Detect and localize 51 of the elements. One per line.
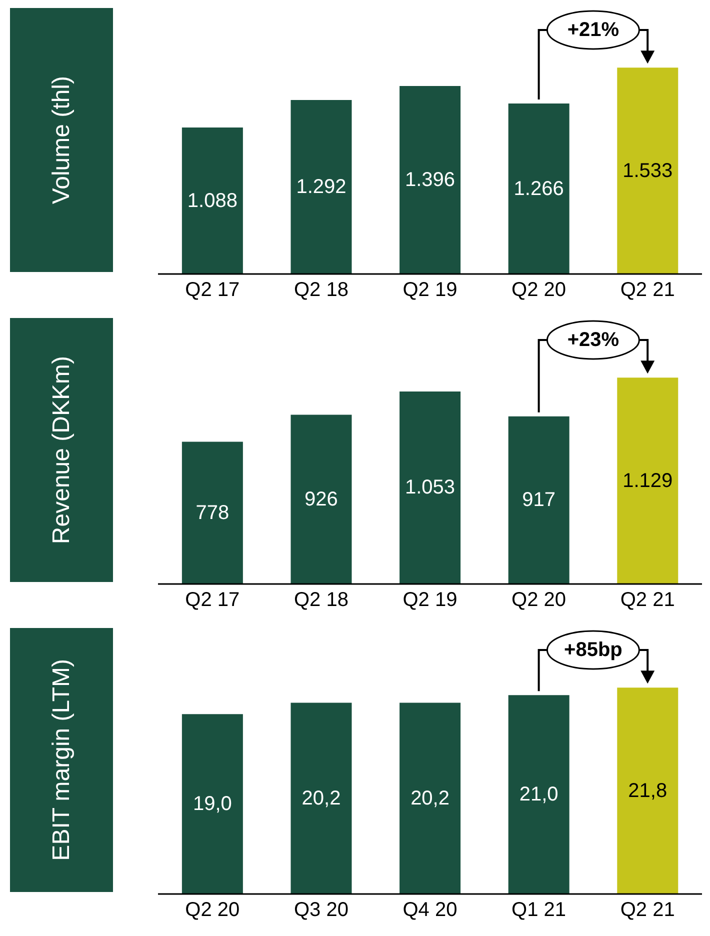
x-tick-label: Q2 17 [185, 589, 240, 612]
data-label: 917 [522, 489, 556, 512]
data-label: 1.266 [514, 178, 564, 200]
data-label: 20,2 [410, 787, 450, 810]
bar [182, 128, 243, 274]
text: +23% [567, 329, 620, 351]
text: +21% [567, 19, 620, 41]
data-label: 21,0 [519, 784, 558, 806]
bar [290, 414, 352, 584]
bar [182, 442, 243, 584]
data-label: 1.129 [622, 470, 673, 492]
data-label: 1.292 [296, 176, 346, 198]
bar [400, 391, 461, 584]
y-axis-title: EBIT margin (LTM) [48, 659, 76, 861]
bar [617, 68, 678, 274]
x-tick-label: Q2 19 [402, 279, 458, 302]
data-label: 19,0 [192, 793, 232, 816]
data-label: 926 [304, 488, 338, 510]
x-tick-label: Q2 18 [294, 589, 348, 612]
x-tick-label: Q3 20 [294, 899, 348, 922]
bar [508, 104, 570, 274]
data-label: 1.396 [405, 169, 456, 192]
bar [508, 416, 570, 584]
bar [400, 702, 461, 894]
data-label: 778 [196, 502, 230, 524]
x-tick-label: Q2 20 [512, 279, 566, 302]
x-tick-label: Q2 17 [185, 279, 240, 302]
x-tick-label: Q2 20 [512, 589, 566, 612]
bar [290, 100, 352, 274]
bar [400, 86, 461, 274]
x-tick-label: Q4 20 [402, 899, 458, 922]
y-axis-title: Revenue (DKKm) [48, 356, 76, 544]
data-label: 1.053 [405, 476, 456, 499]
y-axis-title: Volume (thl) [48, 76, 76, 204]
text: +85bp [564, 639, 622, 661]
x-tick-label: Q2 21 [620, 279, 675, 302]
bar [617, 688, 678, 894]
bar [617, 378, 678, 584]
data-label: 21,8 [628, 780, 668, 802]
bar [182, 714, 243, 894]
x-tick-label: Q2 20 [185, 899, 240, 922]
data-label: 20,2 [302, 787, 341, 810]
data-label: 1.088 [187, 190, 238, 212]
bar [290, 702, 352, 894]
x-tick-label: Q2 21 [620, 899, 675, 922]
x-tick-label: Q1 21 [512, 899, 566, 922]
x-tick-label: Q2 21 [620, 589, 675, 612]
x-tick-label: Q2 19 [402, 589, 458, 612]
data-label: 1.533 [622, 160, 673, 182]
x-tick-label: Q2 18 [294, 279, 348, 302]
bar [508, 695, 570, 894]
